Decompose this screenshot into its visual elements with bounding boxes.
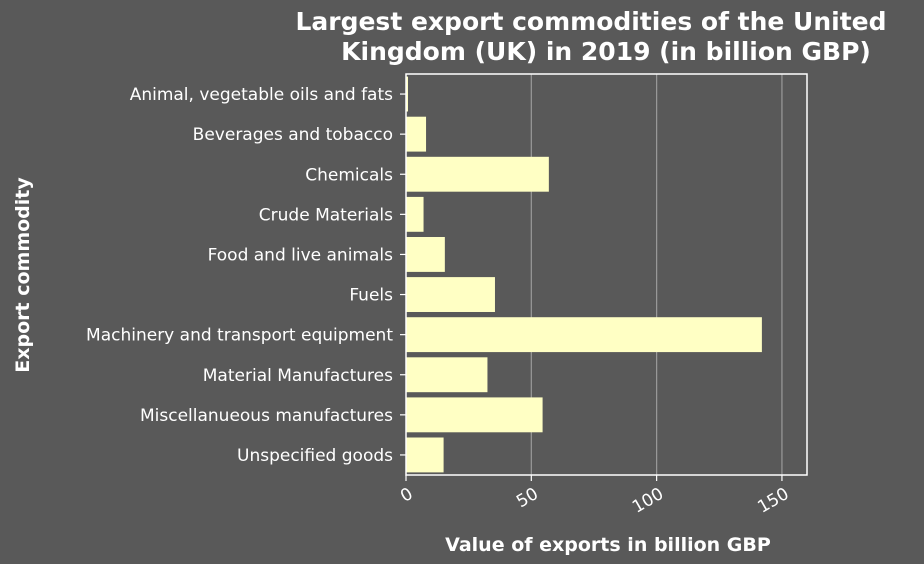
bar-2 <box>406 156 549 192</box>
bar-9 <box>406 437 444 473</box>
x-tick-label-3: 150 <box>754 484 792 518</box>
y-tick-label-9: Unspecified goods <box>237 446 393 466</box>
y-axis-title: Export commodity <box>12 177 34 373</box>
x-tick-label-1: 50 <box>513 484 542 512</box>
bar-4 <box>406 237 445 272</box>
chart-title: Largest export commodities of the United… <box>295 7 886 66</box>
y-tick-label-1: Beverages and tobacco <box>193 125 393 145</box>
y-tick-label-4: Food and live animals <box>208 245 394 265</box>
y-tick-label-6: Machinery and transport equipment <box>86 326 393 346</box>
y-tick-label-8: Miscellanueous manufactures <box>140 406 393 426</box>
bar-3 <box>406 196 424 232</box>
x-tick-label-2: 100 <box>629 484 667 518</box>
y-tick-label-0: Animal, vegetable oils and fats <box>130 85 393 105</box>
x-tick-label-0: 0 <box>397 484 416 507</box>
chart-title-line-2: Kingdom (UK) in 2019 (in billion GBP) <box>341 37 871 66</box>
bar-7 <box>406 357 488 393</box>
plot-area <box>405 73 808 476</box>
bar-6 <box>406 317 762 353</box>
chart-title-line-1: Largest export commodities of the United <box>295 7 886 36</box>
y-tick-label-7: Material Manufactures <box>203 366 393 386</box>
y-tick-label-2: Chemicals <box>305 165 393 185</box>
bar-8 <box>406 397 543 433</box>
bars <box>406 76 762 473</box>
y-tick-label-5: Fuels <box>349 286 393 306</box>
x-axis-title: Value of exports in billion GBP <box>445 534 771 556</box>
y-tick-label-3: Crude Materials <box>259 205 393 225</box>
y-axis: Animal, vegetable oils and fats Beverages… <box>86 85 406 466</box>
bar-5 <box>406 277 495 312</box>
grid-lines <box>530 74 783 475</box>
bar-1 <box>406 116 427 152</box>
bar-0 <box>406 76 409 112</box>
x-axis: 0 50 100 150 <box>397 475 792 518</box>
